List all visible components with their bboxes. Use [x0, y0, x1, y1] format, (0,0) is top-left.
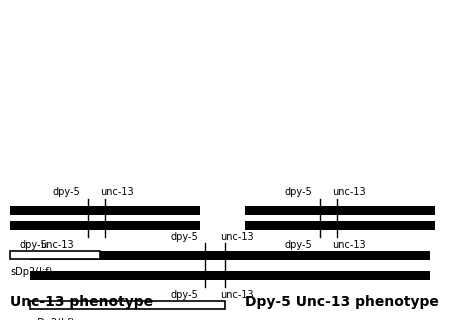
Text: unc-13: unc-13 [40, 240, 74, 250]
Bar [10, 251, 100, 259]
Bar [245, 205, 435, 214]
Bar [10, 220, 200, 229]
Text: dpy-5: dpy-5 [284, 240, 312, 250]
Text: unc-13: unc-13 [220, 232, 254, 242]
Text: Unc-13 phenotype: Unc-13 phenotype [10, 295, 153, 309]
Text: unc-13: unc-13 [332, 187, 365, 197]
Text: unc-13: unc-13 [220, 290, 254, 300]
Text: unc-13: unc-13 [332, 240, 365, 250]
Text: unc-13: unc-13 [100, 187, 134, 197]
Bar [245, 220, 435, 229]
Text: dpy-5: dpy-5 [52, 187, 80, 197]
Bar [30, 301, 225, 309]
Text: Dpy-5 Unc-13 phenotype: Dpy-5 Unc-13 phenotype [245, 295, 439, 309]
Bar [10, 205, 200, 214]
Text: sDp2(I;f): sDp2(I;f) [10, 267, 52, 277]
Text: dpy-5: dpy-5 [20, 240, 48, 250]
Text: dpy-5: dpy-5 [170, 232, 198, 242]
Text: sDp2(I;f): sDp2(I;f) [32, 318, 74, 320]
Bar [30, 270, 430, 279]
Bar [30, 251, 430, 260]
Text: dpy-5: dpy-5 [170, 290, 198, 300]
Text: dpy-5: dpy-5 [284, 187, 312, 197]
